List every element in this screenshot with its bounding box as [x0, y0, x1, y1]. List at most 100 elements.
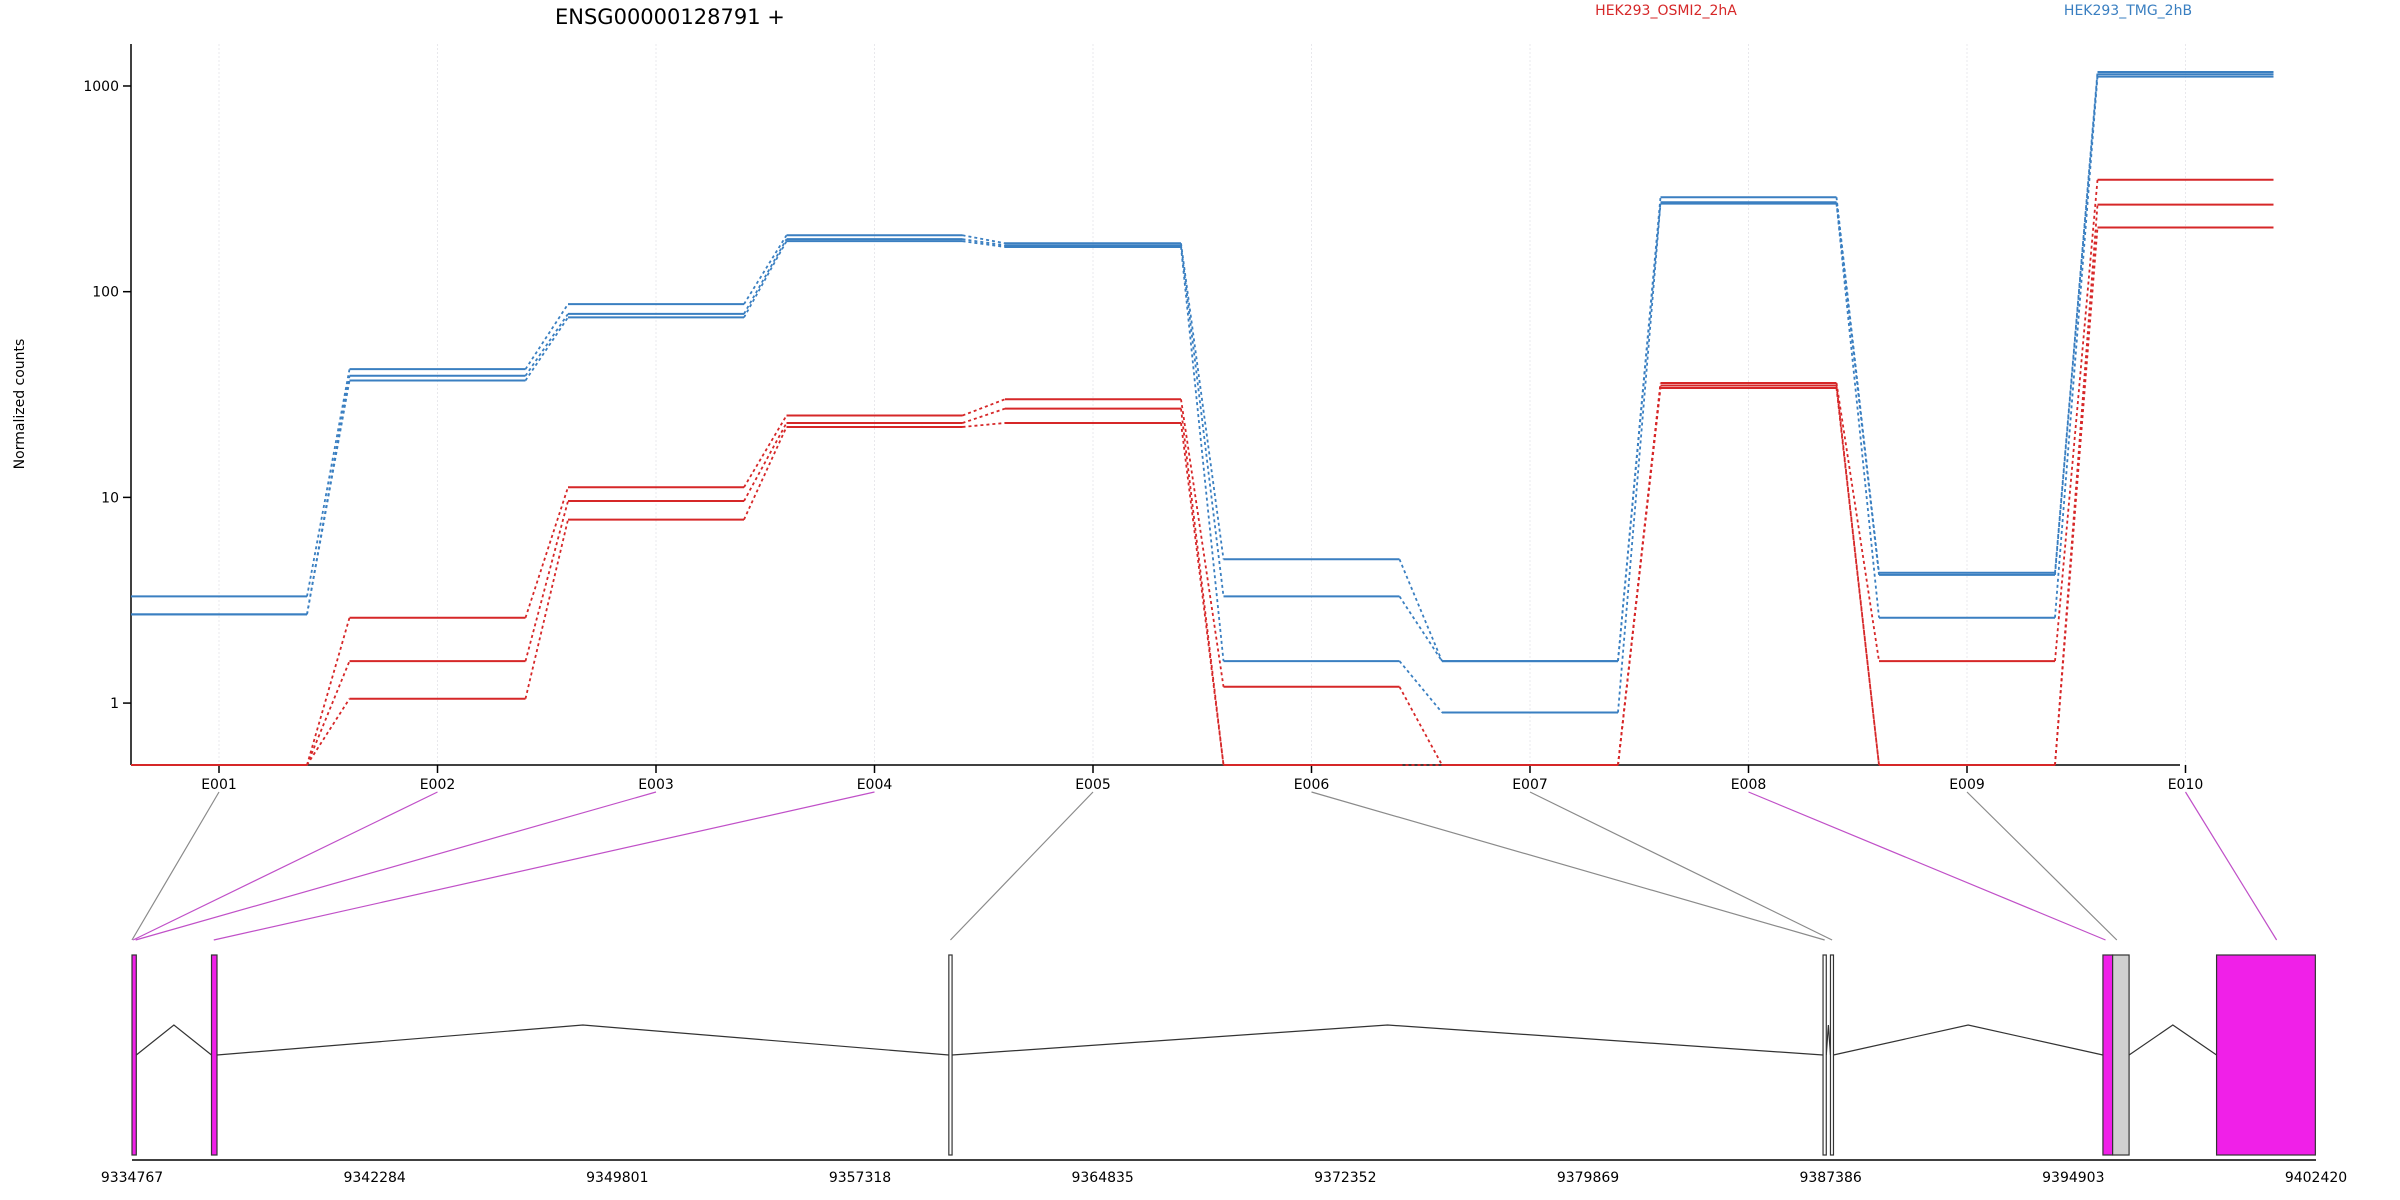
y-tick-label: 100 [92, 285, 119, 301]
series-5 [131, 203, 2274, 766]
series-4 [131, 178, 2274, 766]
series-connector [962, 240, 1006, 248]
bin-link-e009 [1966, 791, 2118, 941]
intron [1833, 1024, 2104, 1056]
x-tick-label-e003: E003 [638, 777, 674, 793]
y-tick-label: 1 [110, 696, 119, 712]
series-connector [1835, 203, 1880, 618]
series-connector [524, 500, 569, 662]
exon [2215, 954, 2316, 1156]
series-connector [1398, 558, 1443, 662]
series-connector [524, 519, 569, 699]
intron [1825, 1024, 1832, 1056]
genomic-tick-label: 9364835 [1071, 1170, 1133, 1186]
series-connector [743, 422, 788, 502]
genomic-tick-label: 9334767 [101, 1170, 163, 1186]
exon [1829, 954, 1835, 1156]
intron [2128, 1024, 2217, 1056]
genomic-tick-label: 9402420 [2285, 1170, 2347, 1186]
series-connector [962, 234, 1006, 245]
intron [135, 1024, 212, 1056]
series-connector [962, 398, 1006, 417]
series-connector [306, 617, 351, 766]
x-tick-label-e002: E002 [420, 777, 456, 793]
exon [210, 954, 218, 1156]
y-axis: 1 10 100 1000 [83, 44, 132, 765]
series-connector [524, 313, 569, 377]
gene-model [131, 954, 2316, 1156]
series-connector [2054, 76, 2099, 618]
chart-title: ENSG00000128791 + [555, 5, 785, 29]
x-tick-label-e008: E008 [1731, 777, 1767, 793]
intron [952, 1024, 1824, 1056]
x-tick-label-e006: E006 [1294, 777, 1330, 793]
y-tick-label: 10 [101, 490, 119, 506]
series-connector [962, 407, 1006, 424]
series-connector [1180, 399, 1225, 687]
bin-link-e010 [2184, 791, 2278, 941]
genomic-tick-label: 9387386 [1799, 1170, 1861, 1186]
series-connector [1617, 387, 1662, 766]
series-connector [1835, 197, 1880, 573]
series-connector [306, 369, 351, 597]
bin-link-e005 [950, 791, 1094, 941]
series-connector [1617, 202, 1662, 662]
grid-lines [218, 44, 2186, 765]
series-connector [962, 422, 1006, 428]
y-axis-label: Normalized counts [12, 339, 28, 470]
x-tick-label-e001: E001 [201, 777, 237, 793]
genomic-tick-label: 9342284 [343, 1170, 405, 1186]
genomic-tick-label: 9349801 [586, 1170, 648, 1186]
bin-link-e007 [1529, 791, 1833, 941]
series-connector [1398, 595, 1443, 662]
genomic-tick-label: 9379869 [1557, 1170, 1619, 1186]
bin-link-e003 [135, 791, 657, 941]
legend-entry-2: HEK293_TMG_2hB [2064, 3, 2192, 19]
x-axis: E001 E002 E003 E004 E005 E006 E007 E008 E009 E010 [131, 764, 2203, 793]
series-connector [1180, 245, 1225, 597]
bin-link-e004 [213, 791, 875, 941]
bin-link-e006 [1311, 791, 1825, 941]
series-connector [743, 415, 788, 488]
genomic-tick-label: 9372352 [1314, 1170, 1376, 1186]
x-tick-label-e004: E004 [857, 777, 893, 793]
series-connector [1617, 203, 1662, 713]
exon [948, 954, 953, 1156]
y-tick-label: 1000 [83, 79, 119, 95]
series-6 [131, 226, 2274, 766]
series-connector [524, 316, 569, 382]
series-connector [524, 486, 569, 618]
series-3 [131, 75, 2274, 714]
series-connector [1180, 246, 1225, 662]
series-connector [306, 698, 351, 766]
series-connector [1398, 686, 1443, 766]
series-connector [2054, 179, 2099, 662]
bin-link-e008 [1748, 791, 2106, 941]
bin-links [131, 791, 2278, 941]
legend-entry-1: HEK293_OSMI2_2hA [1595, 3, 1737, 19]
series-lines [131, 70, 2274, 766]
bin-link-e002 [132, 791, 438, 941]
series-connector [306, 380, 351, 615]
genomic-tick-label: 9394903 [2042, 1170, 2104, 1186]
x-tick-label-e007: E007 [1512, 777, 1548, 793]
exon [2112, 954, 2130, 1156]
genomic-tick-label: 9357318 [829, 1170, 891, 1186]
series-connector [743, 240, 788, 318]
series-connector [1835, 385, 1880, 766]
bin-link-e001 [131, 791, 220, 941]
legend: HEK293_OSMI2_2hA HEK293_TMG_2hB [1595, 3, 2192, 19]
genomic-axis: 9334767 9342284 9349801 9357318 9364835 93723… [101, 1159, 2347, 1186]
series-connector [1180, 243, 1225, 560]
exon [1822, 954, 1827, 1156]
exon [2102, 954, 2114, 1156]
series-connector [743, 238, 788, 315]
series-connector [2054, 204, 2099, 766]
series-connector [524, 303, 569, 370]
series-connector [1617, 197, 1662, 662]
intron [216, 1024, 949, 1056]
series-1 [131, 70, 2274, 663]
series-connector [306, 660, 351, 766]
exon [131, 954, 137, 1156]
